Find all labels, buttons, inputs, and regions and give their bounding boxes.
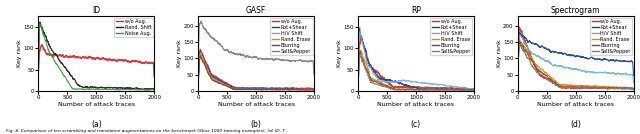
Text: (b): (b) xyxy=(251,120,262,129)
Legend: w/o Aug., Rand. Shift, Noise Aug.: w/o Aug., Rand. Shift, Noise Aug. xyxy=(115,18,153,37)
Legend: w/o Aug., Rot+Shear, H/V Shift, Rand. Erase, Blurring, Salt&Pepper: w/o Aug., Rot+Shear, H/V Shift, Rand. Er… xyxy=(590,18,632,55)
Legend: w/o Aug., Rot+Shear, H/V Shift, Rand. Erase, Blurring, Salt&Pepper: w/o Aug., Rot+Shear, H/V Shift, Rand. Er… xyxy=(430,18,472,55)
Y-axis label: Key rank: Key rank xyxy=(17,40,22,68)
Title: RP: RP xyxy=(411,6,421,15)
Y-axis label: Key rank: Key rank xyxy=(497,40,502,68)
Title: GASF: GASF xyxy=(246,6,266,15)
X-axis label: Number of attack traces: Number of attack traces xyxy=(218,102,294,107)
Text: (a): (a) xyxy=(91,120,102,129)
Legend: w/o Aug., Rot+Shear, H/V Shift, Rand. Erase, Blurring, Salt&Pepper: w/o Aug., Rot+Shear, H/V Shift, Rand. Er… xyxy=(271,18,312,55)
Text: (c): (c) xyxy=(411,120,421,129)
Title: ID: ID xyxy=(92,6,100,15)
Text: (d): (d) xyxy=(570,120,581,129)
Title: Spectrogram: Spectrogram xyxy=(551,6,600,15)
X-axis label: Number of attack traces: Number of attack traces xyxy=(58,102,135,107)
Y-axis label: Key rank: Key rank xyxy=(337,40,342,68)
X-axis label: Number of attack traces: Number of attack traces xyxy=(537,102,614,107)
Y-axis label: Key rank: Key rank xyxy=(177,40,182,68)
X-axis label: Number of attack traces: Number of attack traces xyxy=(378,102,454,107)
Text: Fig. 4. Comparison of ten scrambling and translation augmentations on the benchm: Fig. 4. Comparison of ten scrambling and… xyxy=(6,129,289,133)
